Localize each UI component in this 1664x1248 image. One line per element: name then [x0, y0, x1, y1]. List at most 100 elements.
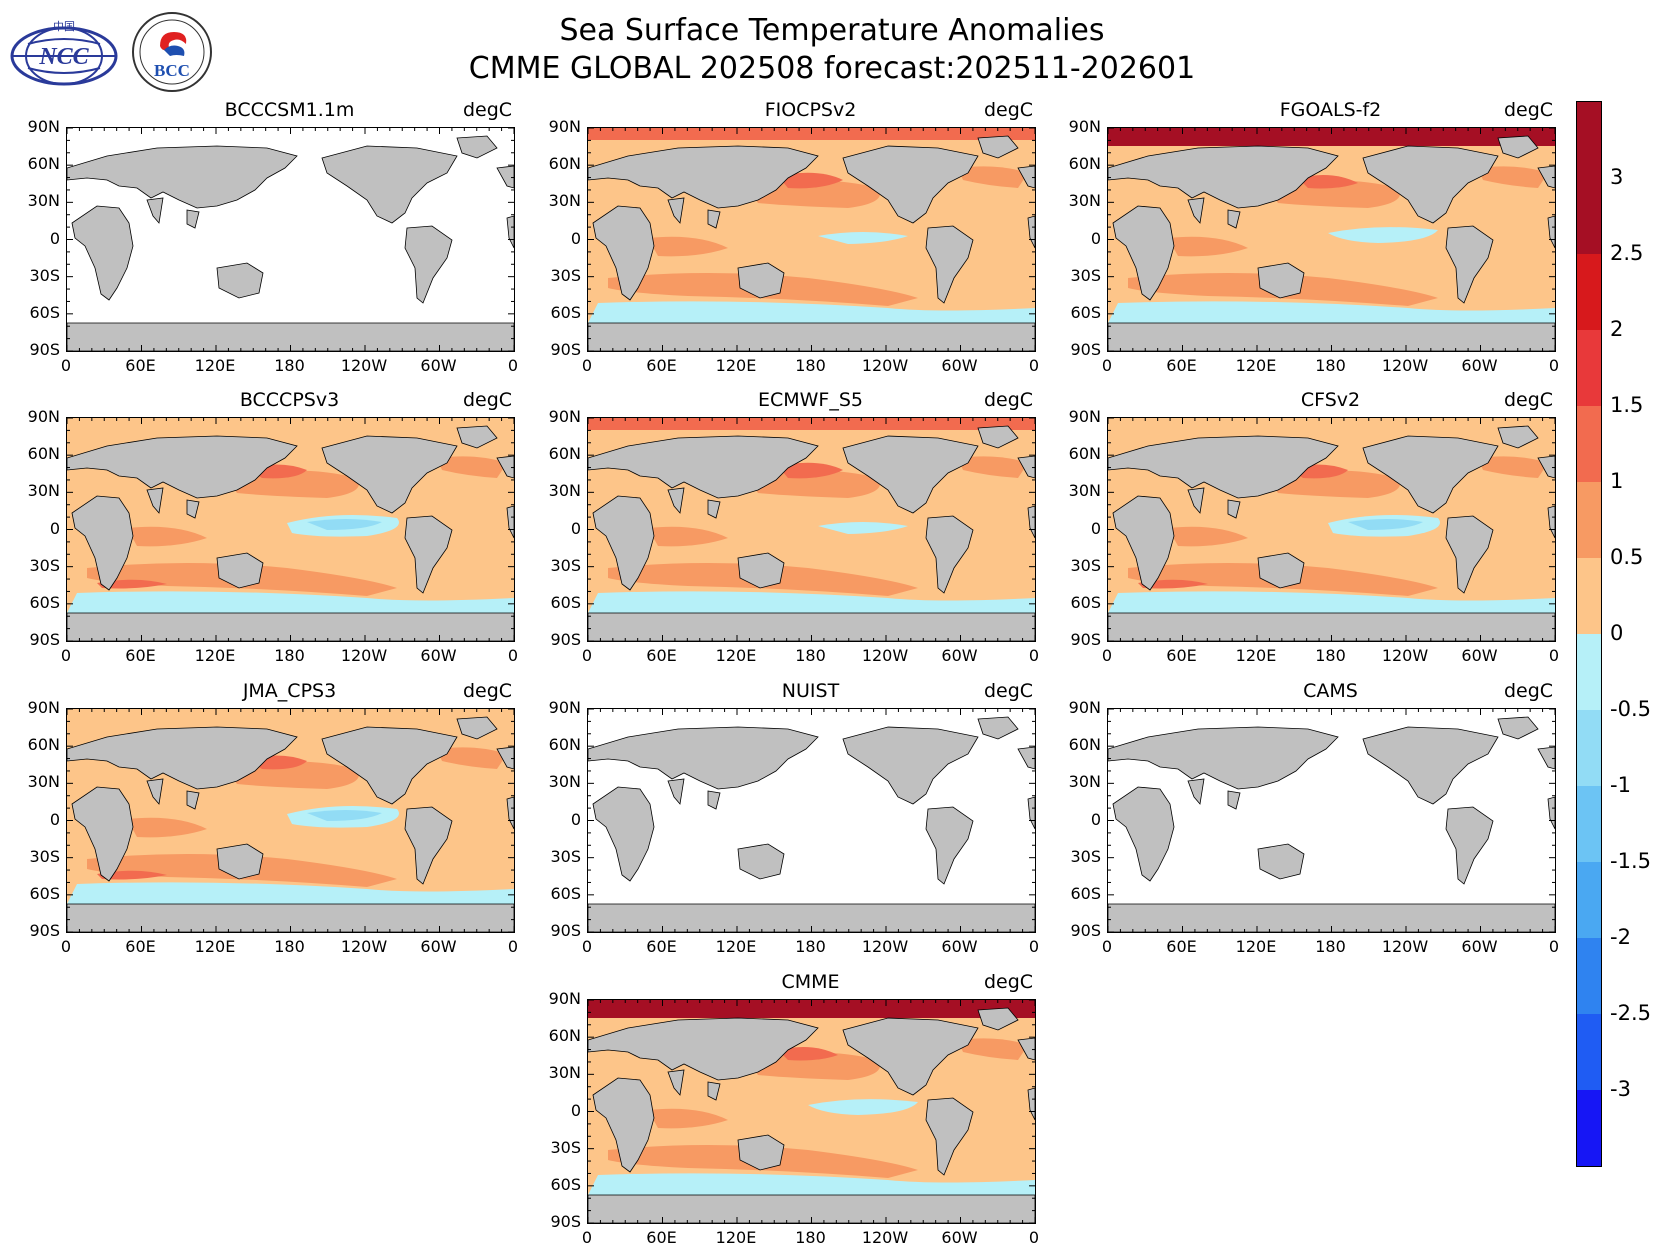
colorbar-label: 3	[1610, 165, 1624, 189]
lat-tick-label: 30N	[27, 481, 60, 501]
lat-tick-label: 30N	[548, 481, 581, 501]
colorbar-label: 0	[1610, 621, 1624, 645]
colorbar-label: -0.5	[1610, 697, 1651, 721]
lon-tick-label: 180	[1315, 646, 1346, 665]
lon-tick-label: 60E	[125, 356, 156, 375]
panel-unit: degC	[1504, 99, 1554, 121]
lon-tick-label: 60E	[1166, 937, 1197, 956]
sst-map	[587, 417, 1036, 642]
lat-tick-label: 90N	[548, 117, 581, 136]
lon-tick-label: 0	[1028, 646, 1040, 665]
lon-tick-label: 60E	[646, 937, 677, 956]
colorbar-label: -2.5	[1610, 1001, 1651, 1025]
lat-tick-label: 90N	[27, 117, 60, 136]
lat-tick-label: 90N	[27, 698, 60, 717]
lon-tick-label: 0	[60, 937, 72, 956]
colorbar-segment	[1577, 254, 1601, 330]
lat-tick-label: 0	[49, 518, 60, 538]
sst-map	[587, 999, 1036, 1224]
lat-tick-label: 90N	[548, 407, 581, 426]
lat-tick-label: 30N	[1068, 191, 1101, 211]
colorbar-segment	[1577, 178, 1601, 254]
lon-tick-label: 0	[1548, 937, 1560, 956]
lat-tick-label: 30S	[29, 555, 60, 575]
panel-unit: degC	[1504, 389, 1554, 411]
lat-tick-label: 30S	[550, 265, 581, 285]
lon-tick-label: 60E	[125, 646, 156, 665]
lat-tick-label: 0	[570, 809, 581, 829]
lon-tick-label: 60W	[420, 937, 457, 956]
lon-tick-label: 120E	[1235, 937, 1277, 956]
lat-tick-label: 30S	[550, 1137, 581, 1157]
lat-tick-label: 90S	[29, 921, 60, 940]
lat-tick-label: 60N	[548, 154, 581, 174]
lon-tick-label: 0	[581, 646, 593, 665]
panel-unit: degC	[463, 99, 513, 121]
colorbar-label: -3	[1610, 1077, 1631, 1101]
lat-tick-label: 90S	[1070, 340, 1101, 359]
lon-tick-label: 60W	[941, 356, 978, 375]
lat-tick-label: 60S	[550, 883, 581, 903]
lat-tick-label: 60S	[550, 592, 581, 612]
colorbar-segment	[1577, 1014, 1601, 1090]
lon-tick-label: 0	[1028, 937, 1040, 956]
lon-tick-label: 60E	[646, 646, 677, 665]
panel-title: CMME	[781, 971, 840, 993]
lat-tick-label: 0	[1090, 228, 1101, 248]
lat-tick-label: 0	[1090, 518, 1101, 538]
lon-tick-label: 120W	[340, 646, 388, 665]
panel-unit: degC	[463, 680, 513, 702]
colorbar-segment	[1577, 862, 1601, 938]
lat-tick-label: 0	[49, 809, 60, 829]
lon-tick-label: 180	[274, 937, 305, 956]
page-title-line1: Sea Surface Temperature Anomalies	[559, 13, 1105, 48]
lon-tick-label: 60E	[1166, 646, 1197, 665]
lat-tick-label: 90N	[1068, 407, 1101, 426]
lon-tick-label: 0	[581, 356, 593, 375]
colorbar-segment	[1577, 1090, 1601, 1166]
lat-tick-label: 90S	[1070, 921, 1101, 940]
lon-tick-label: 120W	[861, 937, 909, 956]
lon-tick-label: 0	[507, 356, 519, 375]
lat-tick-label: 90S	[550, 340, 581, 359]
sst-map	[66, 417, 515, 642]
lat-tick-label: 60N	[548, 444, 581, 464]
lon-tick-label: 0	[60, 356, 72, 375]
lat-tick-label: 90S	[550, 630, 581, 649]
lon-tick-label: 120E	[194, 356, 236, 375]
lon-tick-label: 0	[1028, 356, 1040, 375]
lon-tick-label: 180	[1315, 356, 1346, 375]
lon-tick-label: 120W	[861, 1228, 909, 1247]
lat-tick-label: 30S	[1070, 555, 1101, 575]
lon-tick-label: 180	[274, 646, 305, 665]
lat-tick-label: 0	[570, 228, 581, 248]
colorbar-segment	[1577, 558, 1601, 634]
colorbar-segment	[1577, 482, 1601, 558]
lat-tick-label: 60N	[548, 735, 581, 755]
lon-tick-label: 60E	[1166, 356, 1197, 375]
lat-tick-label: 90N	[27, 407, 60, 426]
lat-tick-label: 90N	[1068, 117, 1101, 136]
panel-title: NUIST	[781, 680, 840, 702]
lat-tick-label: 60S	[1070, 302, 1101, 322]
colorbar-segment	[1577, 938, 1601, 1014]
lat-tick-label: 90S	[550, 921, 581, 940]
panel-title: BCCCPSv3	[239, 389, 340, 411]
lat-tick-label: 30S	[550, 555, 581, 575]
lat-tick-label: 30N	[548, 1063, 581, 1083]
sst-map	[1107, 417, 1556, 642]
lon-tick-label: 60W	[941, 1228, 978, 1247]
lon-tick-label: 0	[1101, 646, 1113, 665]
sst-map	[66, 708, 515, 933]
lon-tick-label: 180	[795, 356, 826, 375]
lon-tick-label: 180	[795, 1228, 826, 1247]
lat-tick-label: 0	[570, 518, 581, 538]
lon-tick-label: 120E	[1235, 646, 1277, 665]
panel-unit: degC	[984, 99, 1034, 121]
colorbar-segment	[1577, 102, 1601, 178]
lon-tick-label: 0	[60, 646, 72, 665]
lon-tick-label: 180	[1315, 937, 1346, 956]
lat-tick-label: 90N	[1068, 698, 1101, 717]
colorbar-segment	[1577, 786, 1601, 862]
colorbar-label: 2.5	[1610, 241, 1644, 265]
